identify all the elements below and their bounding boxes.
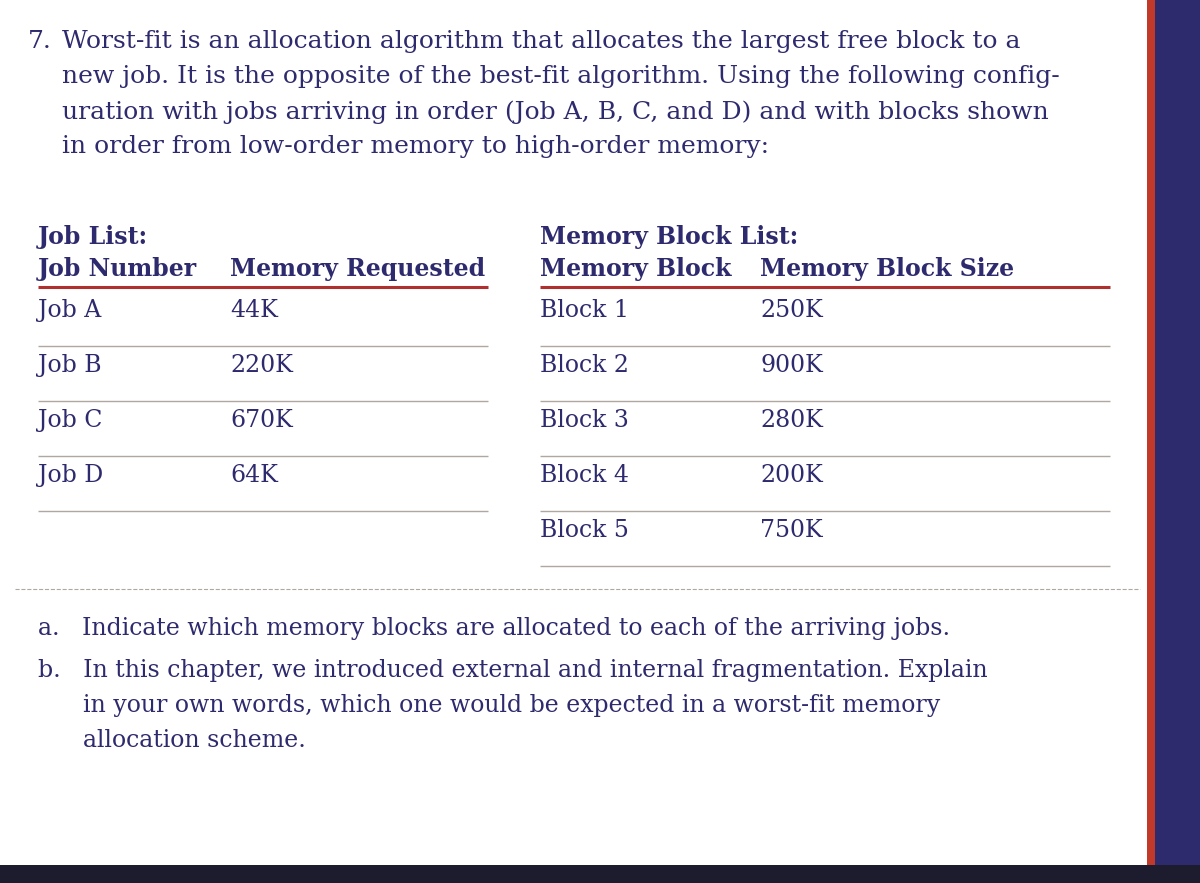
Text: Memory Block: Memory Block — [540, 257, 732, 281]
Text: 750K: 750K — [760, 519, 823, 542]
Text: Block 1: Block 1 — [540, 299, 629, 322]
Text: Block 2: Block 2 — [540, 354, 629, 377]
Text: 670K: 670K — [230, 409, 293, 432]
Text: Job D: Job D — [38, 464, 103, 487]
Text: Job Number: Job Number — [38, 257, 197, 281]
Text: Job C: Job C — [38, 409, 102, 432]
Text: a.   Indicate which memory blocks are allocated to each of the arriving jobs.: a. Indicate which memory blocks are allo… — [38, 617, 950, 640]
Text: b.   In this chapter, we introduced external and internal fragmentation. Explain: b. In this chapter, we introduced extern… — [38, 659, 988, 682]
Text: in your own words, which one would be expected in a worst-fit memory: in your own words, which one would be ex… — [38, 694, 941, 717]
Text: 7.: 7. — [28, 30, 52, 53]
Text: in order from low-order memory to high-order memory:: in order from low-order memory to high-o… — [62, 135, 769, 158]
Text: new job. It is the opposite of the best-fit algorithm. Using the following confi: new job. It is the opposite of the best-… — [62, 65, 1060, 88]
Text: Job B: Job B — [38, 354, 102, 377]
Text: 900K: 900K — [760, 354, 823, 377]
Text: Job A: Job A — [38, 299, 101, 322]
Text: Block 4: Block 4 — [540, 464, 629, 487]
Text: Worst-fit is an allocation algorithm that allocates the largest free block to a: Worst-fit is an allocation algorithm tha… — [62, 30, 1020, 53]
Text: 220K: 220K — [230, 354, 293, 377]
Text: 200K: 200K — [760, 464, 823, 487]
Text: Job List:: Job List: — [38, 225, 148, 249]
Text: allocation scheme.: allocation scheme. — [38, 729, 306, 752]
Text: 250K: 250K — [760, 299, 823, 322]
Text: Memory Block Size: Memory Block Size — [760, 257, 1014, 281]
Text: Block 3: Block 3 — [540, 409, 629, 432]
Text: Memory Block List:: Memory Block List: — [540, 225, 798, 249]
Text: 280K: 280K — [760, 409, 823, 432]
Text: 44K: 44K — [230, 299, 278, 322]
Text: 64K: 64K — [230, 464, 278, 487]
Text: Memory Requested: Memory Requested — [230, 257, 485, 281]
Text: Block 5: Block 5 — [540, 519, 629, 542]
Bar — [1154, 0, 1200, 865]
Text: uration with jobs arriving in order (Job A, B, C, and D) and with blocks shown: uration with jobs arriving in order (Job… — [62, 100, 1049, 124]
Bar — [1147, 0, 1154, 865]
